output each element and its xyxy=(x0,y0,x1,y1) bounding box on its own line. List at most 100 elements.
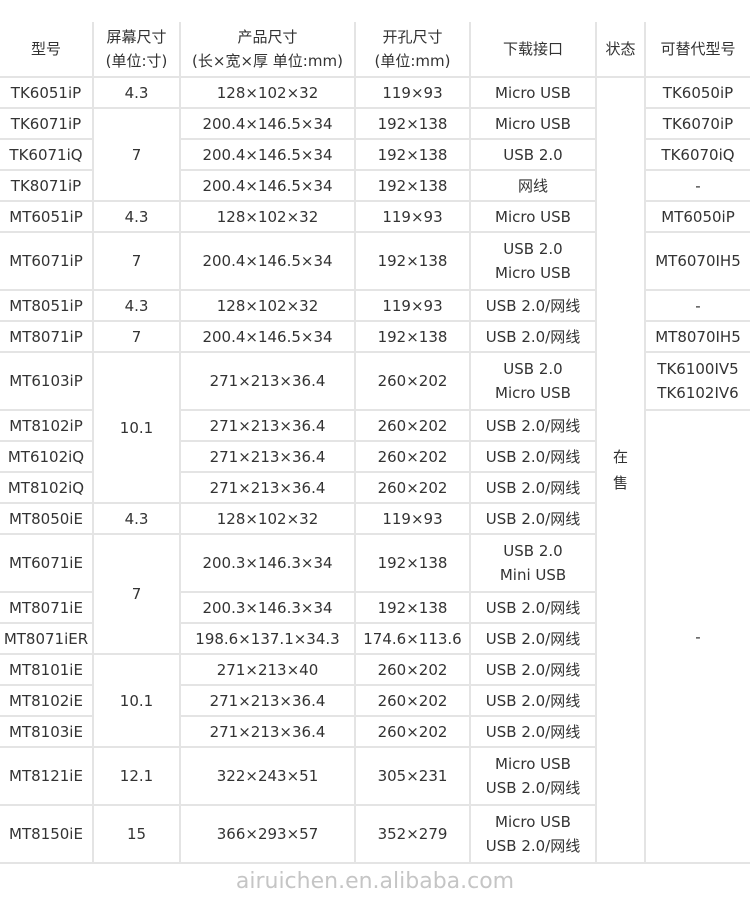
interface-cell: USB 2.0/网线 xyxy=(469,715,596,748)
header-download-interface: 下载接口 xyxy=(469,22,597,78)
model-cell: MT6071iE xyxy=(0,533,94,593)
screen-size-cell: 7 xyxy=(92,533,181,655)
interface-cell: USB 2.0/网线 xyxy=(469,622,596,655)
interface-cell: 网线 xyxy=(469,169,597,202)
interface-cell: USB 2.0 Micro USB xyxy=(469,351,597,411)
screen-size-cell: 12.1 xyxy=(92,746,181,806)
screen-size-cell: 4.3 xyxy=(92,76,181,109)
interface-cell: USB 2.0/网线 xyxy=(469,289,597,322)
cutout-size-cell: 305×231 xyxy=(354,746,471,806)
status-cell: 在售 xyxy=(595,76,646,864)
interface-cell: USB 2.0/网线 xyxy=(469,684,596,717)
cutout-size-cell: 260×202 xyxy=(354,715,471,748)
cutout-size-cell: 352×279 xyxy=(354,804,471,864)
product-size-cell: 271×213×36.4 xyxy=(179,684,356,717)
replacement-model-cell: - xyxy=(644,289,750,322)
table-row: MT6051iP 4.3 128×102×32 119×93 Micro USB MT60… xyxy=(0,200,750,233)
interface-cell: USB 2.0 xyxy=(469,138,597,171)
replacement-model-cell: TK6050iP xyxy=(644,76,750,109)
model-cell: TK6051iP xyxy=(0,76,94,109)
product-size-cell: 271×213×36.4 xyxy=(179,409,356,442)
model-cell: MT6102iQ xyxy=(0,440,94,473)
cutout-size-cell: 192×138 xyxy=(354,231,471,291)
interface-cell: USB 2.0/网线 xyxy=(469,409,597,442)
interface-cell: Micro USB USB 2.0/网线 xyxy=(469,746,596,806)
cutout-size-cell: 119×93 xyxy=(354,289,471,322)
header-status: 状态 xyxy=(595,22,646,78)
screen-size-cell: 4.3 xyxy=(92,289,181,322)
cutout-size-cell: 192×138 xyxy=(354,320,471,353)
product-size-cell: 198.6×137.1×34.3 xyxy=(179,622,356,655)
header-screen-size: 屏幕尺寸 (单位:寸) xyxy=(92,22,181,78)
table-row: TK6071iP 7 200.4×146.5×34 192×138 Micro USB T… xyxy=(0,107,750,202)
model-cell: MT8102iP xyxy=(0,409,94,442)
model-cell: MT8051iP xyxy=(0,289,94,322)
replacement-model-cell: TK6070iP xyxy=(644,107,750,140)
model-cell: TK8071iP xyxy=(0,169,94,202)
product-size-cell: 200.3×146.3×34 xyxy=(179,591,356,624)
table-row: MT8121iE 12.1 322×243×51 305×231 Micro USB US… xyxy=(0,746,750,806)
replacement-model-cell: - xyxy=(644,409,750,864)
model-cell: MT8050iE xyxy=(0,502,94,535)
interface-cell: USB 2.0 Mini USB xyxy=(469,533,596,593)
cutout-size-cell: 260×202 xyxy=(354,440,471,473)
product-size-cell: 200.3×146.3×34 xyxy=(179,533,356,593)
interface-cell: USB 2.0/网线 xyxy=(469,653,596,686)
interface-cell: Micro USB xyxy=(469,76,597,109)
cutout-size-cell: 260×202 xyxy=(354,684,471,717)
interface-cell: USB 2.0/网线 xyxy=(469,502,596,535)
screen-size-cell: 15 xyxy=(92,804,181,864)
cutout-size-cell: 192×138 xyxy=(354,138,471,171)
cutout-size-cell: 260×202 xyxy=(354,409,471,442)
cutout-size-cell: 192×138 xyxy=(354,107,471,140)
cutout-size-cell: 260×202 xyxy=(354,351,471,411)
model-cell: MT8103iE xyxy=(0,715,94,748)
screen-size-cell: 7 xyxy=(92,320,181,353)
product-size-cell: 200.4×146.5×34 xyxy=(179,138,356,171)
table-row: MT6071iP 7 200.4×146.5×34 192×138 USB 2.0 Mic… xyxy=(0,231,750,291)
product-size-cell: 128×102×32 xyxy=(179,76,356,109)
table-row: MT6071iE 7 200.3×146.3×34 192×138 USB 2.0 Min… xyxy=(0,533,750,655)
product-size-cell: 200.4×146.5×34 xyxy=(179,320,356,353)
cutout-size-cell: 174.6×113.6 xyxy=(354,622,471,655)
replacement-model-cell: - xyxy=(644,169,750,202)
model-cell: MT8071iE xyxy=(0,591,94,624)
table-row: MT8071iP 7 200.4×146.5×34 192×138 USB 2.0/网线… xyxy=(0,320,750,353)
table-row: MT8102iQ 271×213×36.4 260×202 USB 2.0/网线 xyxy=(0,471,750,504)
interface-cell: USB 2.0/网线 xyxy=(469,591,596,624)
screen-size-cell: 4.3 xyxy=(92,200,181,233)
model-cell: TK6071iP xyxy=(0,107,94,140)
product-size-cell: 322×243×51 xyxy=(179,746,356,806)
header-row: 型号 屏幕尺寸 (单位:寸) 产品尺寸 (长×宽×厚 单位:mm) 开孔尺寸 (单位:… xyxy=(0,22,750,78)
cutout-size-cell: 119×93 xyxy=(354,76,471,109)
table-row: MT8103iE 271×213×36.4 260×202 USB 2.0/网线 xyxy=(0,715,750,748)
header-replacement-model: 可替代型号 xyxy=(644,22,750,78)
screen-size-cell: 10.1 xyxy=(92,351,181,504)
product-size-cell: 271×213×36.4 xyxy=(179,351,356,411)
table-row: TK6051iP 4.3 128×102×32 119×93 Micro USB 在售 TK… xyxy=(0,76,750,864)
model-cell: MT6071iP xyxy=(0,231,94,291)
model-cell: MT8121iE xyxy=(0,746,94,806)
table-row: TK6071iQ 200.4×146.5×34 192×138 USB 2.0 TK60… xyxy=(0,138,750,171)
product-size-cell: 271×213×36.4 xyxy=(179,440,356,473)
cutout-size-cell: 260×202 xyxy=(354,653,471,686)
table-row: MT8071iE 200.3×146.3×34 192×138 USB 2.0/网线 xyxy=(0,591,750,624)
interface-cell: Micro USB xyxy=(469,200,597,233)
watermark: airuichen.en.alibaba.com xyxy=(235,869,515,894)
cutout-size-cell: 192×138 xyxy=(354,591,471,624)
product-size-cell: 200.4×146.5×34 xyxy=(179,169,356,202)
screen-size-cell: 10.1 xyxy=(92,653,181,748)
table-row: MT6103iP 10.1 271×213×36.4 260×202 USB 2.0 Mi… xyxy=(0,351,750,504)
model-cell: MT8071iP xyxy=(0,320,94,353)
cutout-size-cell: 119×93 xyxy=(354,502,471,535)
table-row: MT8050iE 4.3 128×102×32 119×93 USB 2.0/网线 xyxy=(0,502,750,535)
screen-size-cell: 7 xyxy=(92,107,181,202)
product-size-cell: 200.4×146.5×34 xyxy=(179,107,356,140)
interface-cell: USB 2.0/网线 xyxy=(469,320,597,353)
header-product-size: 产品尺寸 (长×宽×厚 单位:mm) xyxy=(179,22,356,78)
replacement-model-cell: MT8070IH5 xyxy=(644,320,750,353)
cutout-size-cell: 260×202 xyxy=(354,471,471,504)
model-cell: MT8102iQ xyxy=(0,471,94,504)
header-model: 型号 xyxy=(0,22,94,78)
table-row: MT8071iER 198.6×137.1×34.3 174.6×113.6 USB … xyxy=(0,622,750,655)
